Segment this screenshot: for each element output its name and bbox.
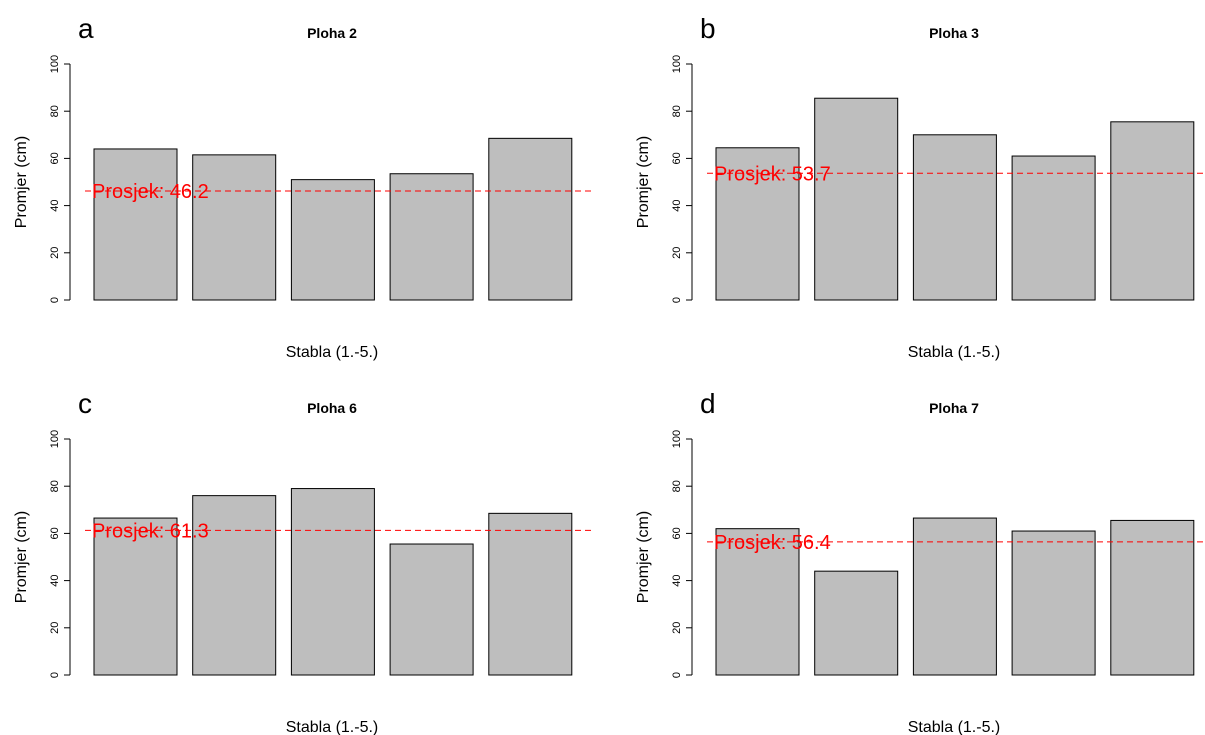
bar (715, 528, 800, 676)
y-tick-label: 60 (49, 152, 61, 164)
bar (290, 179, 375, 301)
y-tick-label: 100 (49, 430, 61, 448)
bar (1011, 155, 1096, 301)
chart-panel-d: d Ploha 7 0 20 40 60 80 100 Prosjek: 56.4 Stabla … (635, 388, 1205, 735)
y-tick-label: 40 (49, 574, 61, 586)
y-tick-label: 60 (671, 152, 683, 164)
chart-title: Ploha 7 (929, 400, 979, 416)
chart-panel-a: a Ploha 2 0 20 40 60 80 100 Prosjek: 46.2 Stabla … (13, 13, 595, 361)
bar (389, 173, 474, 301)
bar (488, 512, 573, 676)
panel-letter: b (700, 13, 716, 44)
chart-title: Ploha 6 (307, 400, 357, 416)
bar (93, 517, 178, 676)
bar (389, 543, 474, 676)
bar (93, 148, 178, 301)
panel-letter: d (700, 388, 716, 419)
y-tick-label: 20 (49, 247, 61, 259)
x-axis-label: Stabla (1.-5.) (286, 344, 378, 361)
y-tick-label: 20 (49, 622, 61, 634)
y-tick-label: 0 (49, 672, 61, 678)
y-axis-label: Promjer (cm) (13, 136, 30, 228)
bar (1110, 519, 1195, 676)
panel-letter: a (78, 13, 94, 44)
y-axis-label: Promjer (cm) (635, 136, 652, 228)
y-tick-label: 80 (671, 480, 683, 492)
bar (1011, 530, 1096, 676)
panel-letter: c (78, 388, 92, 419)
y-tick-label: 20 (671, 247, 683, 259)
bar (912, 517, 997, 676)
bar (912, 134, 997, 301)
y-tick-label: 40 (671, 574, 683, 586)
y-axis-label: Promjer (cm) (635, 511, 652, 603)
mean-label: Prosjek: 53.7 (714, 163, 831, 185)
y-tick-label: 100 (49, 55, 61, 73)
x-axis-label: Stabla (1.-5.) (286, 719, 378, 735)
y-tick-label: 60 (671, 527, 683, 539)
y-tick-label: 0 (671, 297, 683, 303)
y-tick-label: 60 (49, 527, 61, 539)
y-tick-label: 80 (49, 105, 61, 117)
y-tick-label: 80 (671, 105, 683, 117)
mean-label: Prosjek: 56.4 (714, 532, 831, 554)
y-tick-label: 40 (49, 199, 61, 211)
y-tick-label: 100 (671, 55, 683, 73)
chart-title: Ploha 3 (929, 25, 979, 41)
y-tick-label: 100 (671, 430, 683, 448)
chart-panel-c: c Ploha 6 0 20 40 60 80 100 Prosjek: 61.3 Stabla … (13, 388, 595, 735)
mean-label: Prosjek: 46.2 (92, 181, 209, 203)
y-axis-label: Promjer (cm) (13, 511, 30, 603)
chart-panel-b: b Ploha 3 0 20 40 60 80 100 Prosjek: 53.7 Stabla … (635, 13, 1205, 361)
y-tick-label: 80 (49, 480, 61, 492)
y-tick-label: 40 (671, 199, 683, 211)
x-axis-label: Stabla (1.-5.) (908, 344, 1000, 361)
bar (814, 97, 899, 301)
bar (290, 488, 375, 676)
y-tick-label: 20 (671, 622, 683, 634)
chart-title: Ploha 2 (307, 25, 357, 41)
bar (192, 495, 277, 676)
bar (488, 137, 573, 301)
y-tick-label: 0 (49, 297, 61, 303)
bar (814, 570, 899, 676)
mean-label: Prosjek: 61.3 (92, 520, 209, 542)
bar (192, 154, 277, 301)
x-axis-label: Stabla (1.-5.) (908, 719, 1000, 735)
y-tick-label: 0 (671, 672, 683, 678)
bar (1110, 121, 1195, 301)
